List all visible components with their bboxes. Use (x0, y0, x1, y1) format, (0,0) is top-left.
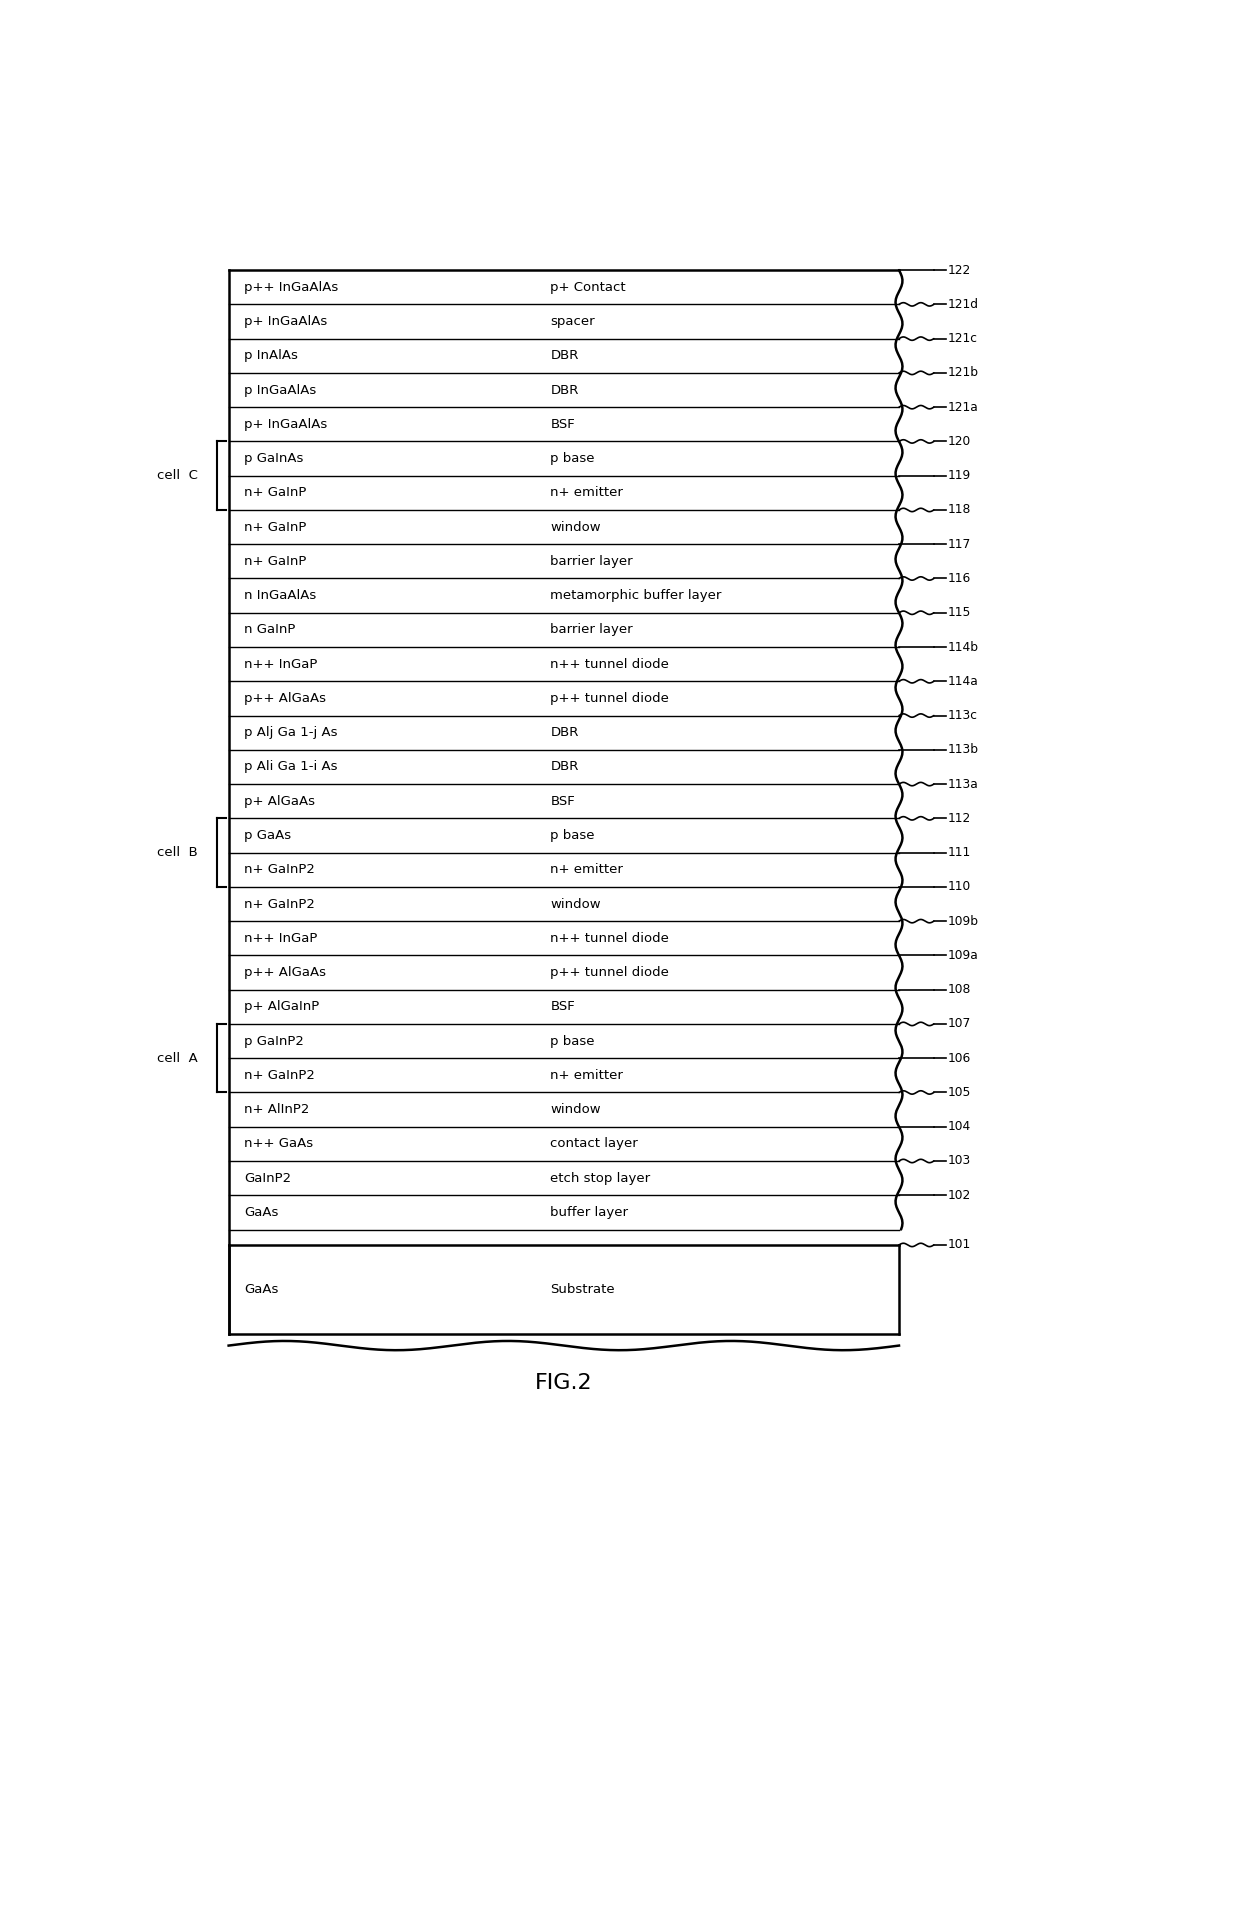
Text: n+ GaInP2: n+ GaInP2 (244, 863, 315, 876)
Text: DBR: DBR (551, 349, 579, 363)
Text: p base: p base (551, 1034, 595, 1048)
Text: p base: p base (551, 830, 595, 841)
Text: 113c: 113c (947, 708, 978, 722)
Text: 114b: 114b (947, 641, 978, 654)
Text: 119: 119 (947, 469, 971, 482)
Text: 118: 118 (947, 504, 971, 517)
Text: p base: p base (551, 452, 595, 465)
Text: p+ Contact: p+ Contact (551, 280, 626, 293)
Text: p++ tunnel diode: p++ tunnel diode (551, 693, 670, 704)
Text: p++ AlGaAs: p++ AlGaAs (244, 967, 326, 979)
Text: 113a: 113a (947, 778, 978, 791)
Text: p GaAs: p GaAs (244, 830, 291, 841)
Text: GaInP2: GaInP2 (244, 1172, 291, 1185)
Text: 112: 112 (947, 813, 971, 824)
Text: n++ InGaP: n++ InGaP (244, 932, 317, 946)
Text: 122: 122 (947, 264, 971, 276)
Text: n+ GaInP2: n+ GaInP2 (244, 897, 315, 911)
Text: 105: 105 (947, 1087, 971, 1098)
Text: p+ AlGaInP: p+ AlGaInP (244, 1000, 320, 1013)
Text: 101: 101 (947, 1239, 971, 1251)
Text: 103: 103 (947, 1154, 971, 1168)
Text: p++ InGaAlAs: p++ InGaAlAs (244, 280, 339, 293)
Text: n+ AlInP2: n+ AlInP2 (244, 1104, 310, 1116)
Text: barrier layer: barrier layer (551, 554, 632, 567)
Text: n++ tunnel diode: n++ tunnel diode (551, 932, 670, 946)
Text: 121d: 121d (947, 297, 978, 311)
Text: n++ GaAs: n++ GaAs (244, 1137, 314, 1150)
Text: BSF: BSF (551, 1000, 575, 1013)
Text: barrier layer: barrier layer (551, 623, 632, 637)
Text: GaAs: GaAs (244, 1206, 279, 1220)
Text: spacer: spacer (551, 315, 595, 328)
Text: p+ InGaAlAs: p+ InGaAlAs (244, 315, 327, 328)
Text: p+ InGaAlAs: p+ InGaAlAs (244, 417, 327, 430)
Text: n+ GaInP2: n+ GaInP2 (244, 1069, 315, 1083)
Text: 114a: 114a (947, 676, 978, 687)
Text: GaAs: GaAs (244, 1283, 279, 1295)
Text: n+ GaInP: n+ GaInP (244, 486, 306, 500)
Text: cell  A: cell A (157, 1052, 198, 1065)
Text: 121c: 121c (947, 332, 978, 345)
Text: 121a: 121a (947, 401, 978, 413)
Text: n++ tunnel diode: n++ tunnel diode (551, 658, 670, 670)
Text: 107: 107 (947, 1017, 971, 1031)
Text: buffer layer: buffer layer (551, 1206, 629, 1220)
Text: p GaInP2: p GaInP2 (244, 1034, 304, 1048)
Text: n GaInP: n GaInP (244, 623, 295, 637)
Text: 120: 120 (947, 434, 971, 448)
Text: DBR: DBR (551, 760, 579, 774)
Text: p++ AlGaAs: p++ AlGaAs (244, 693, 326, 704)
Text: 104: 104 (947, 1119, 971, 1133)
Text: p InAlAs: p InAlAs (244, 349, 298, 363)
Text: p++ tunnel diode: p++ tunnel diode (551, 967, 670, 979)
Text: 108: 108 (947, 982, 971, 996)
Text: DBR: DBR (551, 384, 579, 396)
Text: p InGaAlAs: p InGaAlAs (244, 384, 316, 396)
Text: Substrate: Substrate (551, 1283, 615, 1295)
Text: FIG.2: FIG.2 (534, 1372, 593, 1393)
Text: window: window (551, 897, 601, 911)
Text: n+ emitter: n+ emitter (551, 486, 624, 500)
Text: 115: 115 (947, 606, 971, 620)
Text: 109b: 109b (947, 915, 978, 928)
Text: 109a: 109a (947, 950, 978, 961)
Text: 110: 110 (947, 880, 971, 894)
Text: 106: 106 (947, 1052, 971, 1065)
Text: p GaInAs: p GaInAs (244, 452, 304, 465)
Text: etch stop layer: etch stop layer (551, 1172, 650, 1185)
Text: n+ GaInP: n+ GaInP (244, 554, 306, 567)
Text: 111: 111 (947, 845, 971, 859)
Text: DBR: DBR (551, 726, 579, 739)
Text: BSF: BSF (551, 795, 575, 809)
Text: n+ emitter: n+ emitter (551, 1069, 624, 1083)
Text: cell  B: cell B (157, 845, 198, 859)
Text: p Alj Ga 1-j As: p Alj Ga 1-j As (244, 726, 337, 739)
Text: p Ali Ga 1-i As: p Ali Ga 1-i As (244, 760, 337, 774)
Text: window: window (551, 521, 601, 533)
Text: n++ InGaP: n++ InGaP (244, 658, 317, 670)
Text: 102: 102 (947, 1189, 971, 1202)
Text: 121b: 121b (947, 367, 978, 380)
Text: window: window (551, 1104, 601, 1116)
Text: BSF: BSF (551, 417, 575, 430)
Text: contact layer: contact layer (551, 1137, 639, 1150)
Text: cell  C: cell C (157, 469, 198, 482)
Text: 113b: 113b (947, 743, 978, 757)
Text: n+ GaInP: n+ GaInP (244, 521, 306, 533)
Text: n InGaAlAs: n InGaAlAs (244, 589, 316, 602)
Text: 116: 116 (947, 571, 971, 585)
Text: 117: 117 (947, 538, 971, 550)
Text: p+ AlGaAs: p+ AlGaAs (244, 795, 315, 809)
Text: n+ emitter: n+ emitter (551, 863, 624, 876)
Text: metamorphic buffer layer: metamorphic buffer layer (551, 589, 722, 602)
